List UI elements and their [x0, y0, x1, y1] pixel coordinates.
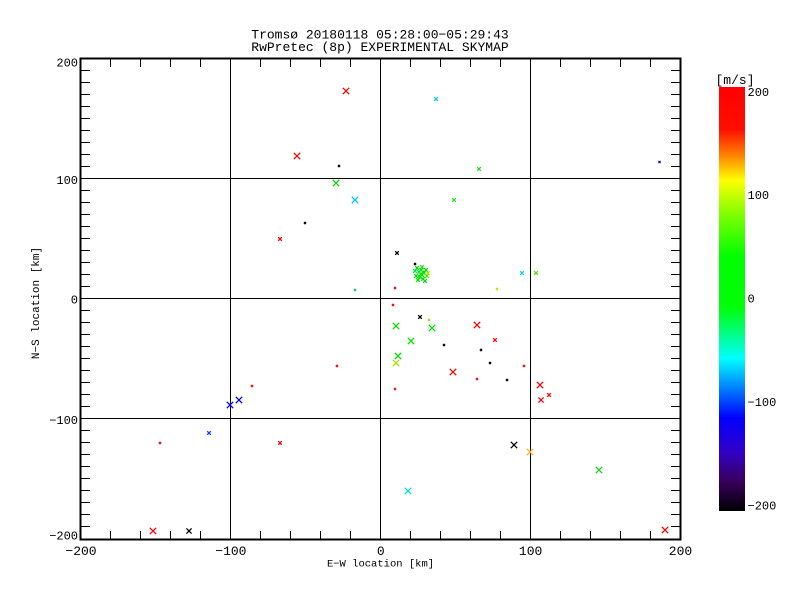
- svg-text:−200: −200: [49, 529, 78, 543]
- svg-text:100: 100: [519, 544, 542, 559]
- svg-text:0: 0: [71, 294, 78, 308]
- svg-text:100: 100: [56, 174, 78, 188]
- svg-text:200: 200: [56, 57, 78, 71]
- svg-text:200: 200: [748, 86, 770, 100]
- svg-text:−100: −100: [49, 414, 78, 428]
- svg-text:−100: −100: [215, 544, 246, 559]
- svg-text:−100: −100: [748, 396, 777, 410]
- svg-text:−200: −200: [748, 500, 777, 514]
- svg-text:RwPretec (8p) EXPERIMENTAL SKY: RwPretec (8p) EXPERIMENTAL SKYMAP: [251, 40, 509, 55]
- svg-text:0: 0: [748, 293, 755, 307]
- svg-text:100: 100: [748, 189, 770, 203]
- svg-text:−200: −200: [65, 544, 96, 559]
- svg-text:E−W location [km]: E−W location [km]: [327, 559, 434, 571]
- svg-text:200: 200: [669, 544, 692, 559]
- svg-text:0: 0: [377, 544, 385, 559]
- svg-text:Tromsø 20180118 05:28:00−05:29: Tromsø 20180118 05:28:00−05:29:43: [251, 28, 508, 43]
- svg-text:N−S location [km]: N−S location [km]: [31, 247, 43, 359]
- svg-text:[m/s]: [m/s]: [715, 73, 754, 88]
